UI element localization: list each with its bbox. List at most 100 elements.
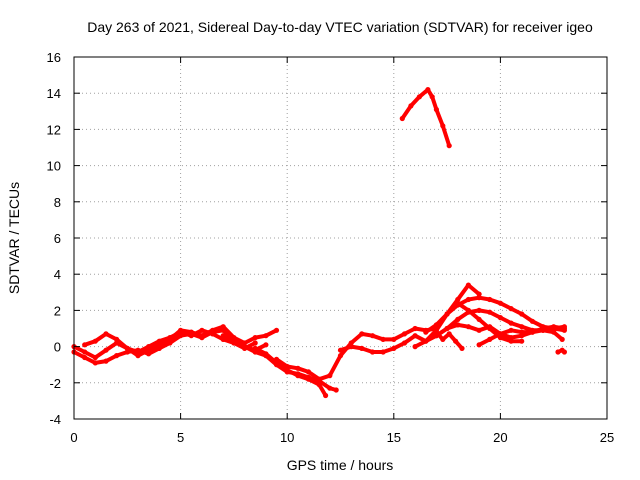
x-tick-label: 25	[600, 430, 614, 445]
data-point	[252, 335, 258, 341]
data-point	[444, 311, 450, 317]
data-point	[433, 106, 439, 113]
x-axis-label: GPS time / hours	[287, 457, 394, 473]
data-point	[433, 329, 439, 335]
data-point	[455, 316, 461, 322]
data-point	[425, 87, 431, 93]
data-point	[284, 363, 290, 370]
y-tick-label: 4	[54, 267, 61, 282]
data-point	[497, 331, 503, 337]
data-point	[210, 331, 216, 337]
data-point	[295, 373, 301, 379]
data-point	[114, 353, 120, 359]
data-point	[412, 344, 418, 350]
data-point	[114, 336, 120, 342]
data-point	[380, 336, 386, 342]
data-point	[323, 392, 329, 399]
data-point	[423, 329, 429, 335]
data-point	[82, 354, 88, 361]
data-point	[476, 295, 482, 301]
data-point	[135, 349, 141, 355]
data-point	[220, 333, 226, 339]
x-tick-label: 5	[177, 430, 184, 445]
data-point	[412, 325, 418, 332]
data-point	[476, 316, 482, 322]
data-point	[316, 382, 322, 388]
data-point	[401, 340, 408, 346]
data-point	[519, 311, 525, 317]
data-point	[465, 296, 471, 303]
data-point	[156, 345, 162, 351]
data-point	[399, 115, 405, 122]
data-point	[103, 347, 109, 353]
data-point	[124, 345, 130, 351]
data-point	[529, 329, 536, 335]
data-point	[220, 327, 226, 333]
data-point	[446, 331, 452, 337]
data-point	[453, 338, 459, 344]
data-point	[391, 345, 397, 351]
data-point	[476, 307, 482, 313]
data-point	[220, 324, 226, 330]
y-tick-label: 16	[47, 50, 61, 65]
data-point	[487, 325, 493, 332]
data-point	[476, 291, 482, 297]
data-point	[455, 300, 461, 306]
y-tick-label: 8	[54, 195, 61, 210]
data-point	[408, 103, 414, 109]
y-tick-label: 0	[54, 340, 61, 355]
y-tick-label: 14	[47, 86, 61, 101]
plot-frame	[73, 56, 608, 420]
data-point	[476, 327, 482, 333]
data-point	[359, 345, 365, 351]
data-point	[433, 322, 439, 328]
data-point	[440, 336, 446, 342]
data-point	[508, 338, 514, 344]
data-point	[92, 360, 98, 366]
data-point	[416, 94, 422, 100]
data-point	[551, 329, 557, 335]
grid	[74, 57, 607, 419]
data-point	[263, 333, 269, 339]
data-point	[529, 318, 536, 324]
data-point	[199, 335, 205, 341]
data-point	[199, 327, 205, 333]
data-point	[273, 327, 280, 333]
data-point	[92, 338, 98, 344]
data-point	[446, 143, 452, 149]
data-point	[555, 349, 561, 355]
data-point	[167, 335, 173, 341]
data-point	[497, 315, 503, 321]
data-point	[103, 331, 109, 337]
data-point	[305, 376, 312, 382]
data-point	[519, 338, 525, 344]
data-point	[551, 324, 557, 330]
data-point	[508, 306, 514, 312]
chart-title: Day 263 of 2021, Sidereal Day-to-day VTE…	[87, 19, 593, 35]
data-point	[167, 340, 173, 346]
data-point	[92, 354, 98, 361]
data-point	[103, 358, 109, 364]
data-point	[423, 338, 429, 344]
data-point	[135, 353, 141, 359]
data-point	[440, 123, 446, 129]
data-point	[519, 329, 525, 335]
data-series	[71, 87, 568, 399]
data-point	[305, 369, 312, 375]
y-tick-label: 10	[47, 159, 61, 174]
data-point	[459, 345, 465, 351]
y-tick-labels: -4 -2 0 2 4 6 8 10 12 14 16	[47, 50, 61, 427]
data-point	[455, 322, 461, 328]
data-point	[476, 342, 482, 348]
data-point	[561, 325, 568, 332]
data-point	[465, 307, 471, 313]
series-arc-f	[274, 326, 439, 382]
x-tick-label: 0	[70, 430, 77, 445]
y-tick-label: -2	[49, 376, 61, 391]
data-point	[252, 345, 258, 351]
data-point	[359, 331, 365, 337]
data-point	[242, 344, 248, 350]
data-point	[497, 300, 503, 306]
data-point	[146, 351, 152, 357]
